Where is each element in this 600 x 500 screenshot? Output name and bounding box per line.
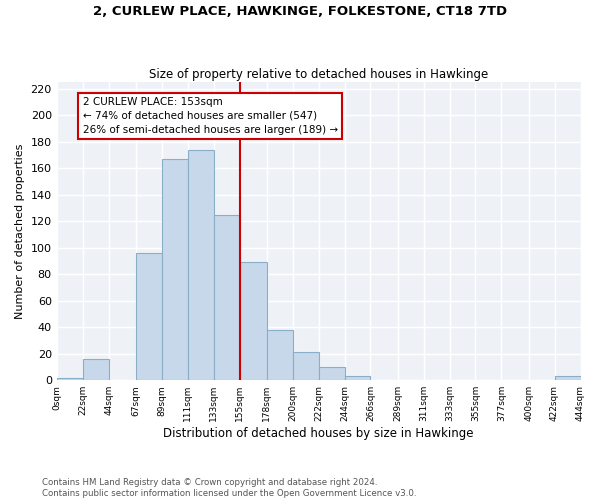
Bar	[136, 253, 161, 380]
Bar	[239, 262, 266, 380]
Bar	[266, 330, 293, 380]
Bar	[554, 376, 581, 380]
Text: 2 CURLEW PLACE: 153sqm
← 74% of detached houses are smaller (547)
26% of semi-de: 2 CURLEW PLACE: 153sqm ← 74% of detached…	[83, 96, 338, 134]
Y-axis label: Number of detached properties: Number of detached properties	[15, 144, 25, 319]
Bar	[293, 352, 319, 380]
Title: Size of property relative to detached houses in Hawkinge: Size of property relative to detached ho…	[149, 68, 488, 81]
Text: 2, CURLEW PLACE, HAWKINGE, FOLKESTONE, CT18 7TD: 2, CURLEW PLACE, HAWKINGE, FOLKESTONE, C…	[93, 5, 507, 18]
Bar	[56, 378, 83, 380]
Bar	[83, 359, 109, 380]
Bar	[214, 214, 239, 380]
Text: Contains HM Land Registry data © Crown copyright and database right 2024.
Contai: Contains HM Land Registry data © Crown c…	[42, 478, 416, 498]
Bar	[344, 376, 370, 380]
Bar	[161, 159, 188, 380]
Bar	[188, 150, 214, 380]
X-axis label: Distribution of detached houses by size in Hawkinge: Distribution of detached houses by size …	[163, 427, 474, 440]
Bar	[319, 367, 344, 380]
